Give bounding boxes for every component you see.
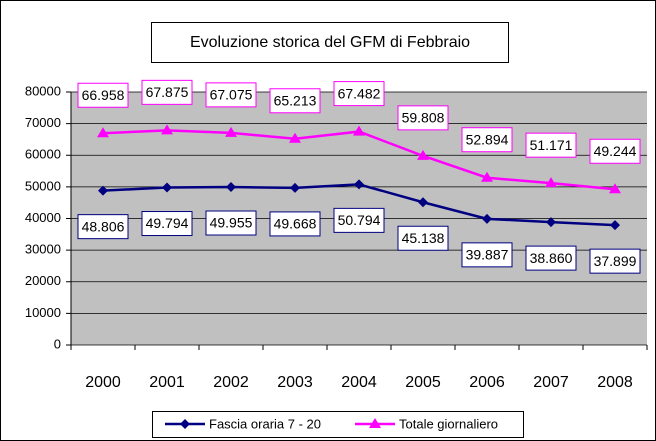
y-tick-label: 40000: [25, 210, 61, 225]
data-label-box: [461, 127, 513, 153]
data-label: 50.794: [338, 212, 381, 228]
data-label: 67.875: [146, 84, 189, 100]
x-tick-label: 2002: [213, 374, 249, 391]
data-label-box: [269, 211, 321, 237]
y-tick-label: 30000: [25, 242, 61, 257]
marker: [226, 182, 236, 193]
data-label-box: [77, 82, 129, 108]
x-tick-label: 2000: [85, 374, 121, 391]
data-label-box: [397, 225, 449, 251]
data-label-box: [525, 245, 577, 271]
marker: [610, 220, 620, 231]
data-label: 67.482: [338, 85, 381, 101]
data-label: 45.138: [402, 230, 445, 246]
marker: [225, 126, 237, 137]
data-label-box: [333, 81, 385, 107]
data-label: 52.894: [466, 131, 509, 147]
marker: [609, 183, 621, 194]
x-tick-label: 2008: [597, 374, 633, 391]
x-tick-label: 2001: [149, 374, 185, 391]
data-label: 67.075: [210, 87, 253, 103]
x-tick-label: 2003: [277, 374, 313, 391]
data-label: 49.794: [146, 215, 189, 231]
data-label-box: [141, 79, 193, 105]
data-label-box: [141, 211, 193, 237]
data-label-box: [205, 210, 257, 236]
legend-label: Fascia oraria 7 - 20: [209, 416, 321, 431]
data-label: 37.899: [594, 253, 637, 269]
title-box: [151, 22, 509, 63]
data-label: 39.887: [466, 247, 509, 263]
legend-box: [152, 411, 524, 438]
data-label-box: [589, 248, 641, 274]
marker: [354, 179, 364, 190]
data-label: 49.955: [210, 215, 253, 231]
x-tick-label: 2006: [469, 374, 505, 391]
legend-label: Totale giornaliero: [399, 416, 498, 431]
marker: [180, 419, 190, 429]
data-label-box: [77, 214, 129, 240]
y-tick-label: 70000: [25, 115, 61, 130]
data-label-box: [333, 207, 385, 233]
data-label: 65.213: [274, 92, 317, 108]
y-tick-label: 60000: [25, 147, 61, 162]
data-label-box: [397, 105, 449, 131]
data-label: 49.668: [274, 216, 317, 232]
marker: [289, 132, 301, 143]
x-tick-label: 2005: [405, 374, 441, 391]
x-tick-label: 2007: [533, 374, 569, 391]
marker: [482, 213, 492, 224]
data-label: 38.860: [530, 250, 573, 266]
marker: [98, 185, 108, 196]
y-tick-label: 80000: [25, 83, 61, 98]
chart-title: Evoluzione storica del GFM di Febbraio: [190, 34, 470, 51]
data-label: 48.806: [82, 218, 125, 234]
data-label-box: [205, 82, 257, 108]
marker: [546, 217, 556, 228]
data-label: 51.171: [530, 137, 573, 153]
marker: [369, 418, 381, 428]
data-label-box: [269, 88, 321, 114]
marker: [162, 182, 172, 193]
y-tick-label: 20000: [25, 273, 61, 288]
marker: [161, 124, 173, 135]
marker: [290, 182, 300, 193]
marker: [417, 149, 429, 160]
marker: [481, 171, 493, 182]
y-tick-label: 50000: [25, 178, 61, 193]
data-label-box: [461, 242, 513, 268]
y-tick-label: 0: [54, 336, 61, 351]
data-label: 66.958: [82, 87, 125, 103]
marker: [545, 177, 557, 188]
data-label-box: [525, 132, 577, 158]
data-label: 49.244: [594, 143, 637, 159]
y-tick-label: 10000: [25, 305, 61, 320]
data-label: 59.808: [402, 110, 445, 126]
data-label-box: [589, 138, 641, 164]
marker: [418, 197, 428, 208]
marker: [97, 127, 109, 138]
marker: [353, 125, 365, 136]
x-tick-label: 2004: [341, 374, 377, 391]
